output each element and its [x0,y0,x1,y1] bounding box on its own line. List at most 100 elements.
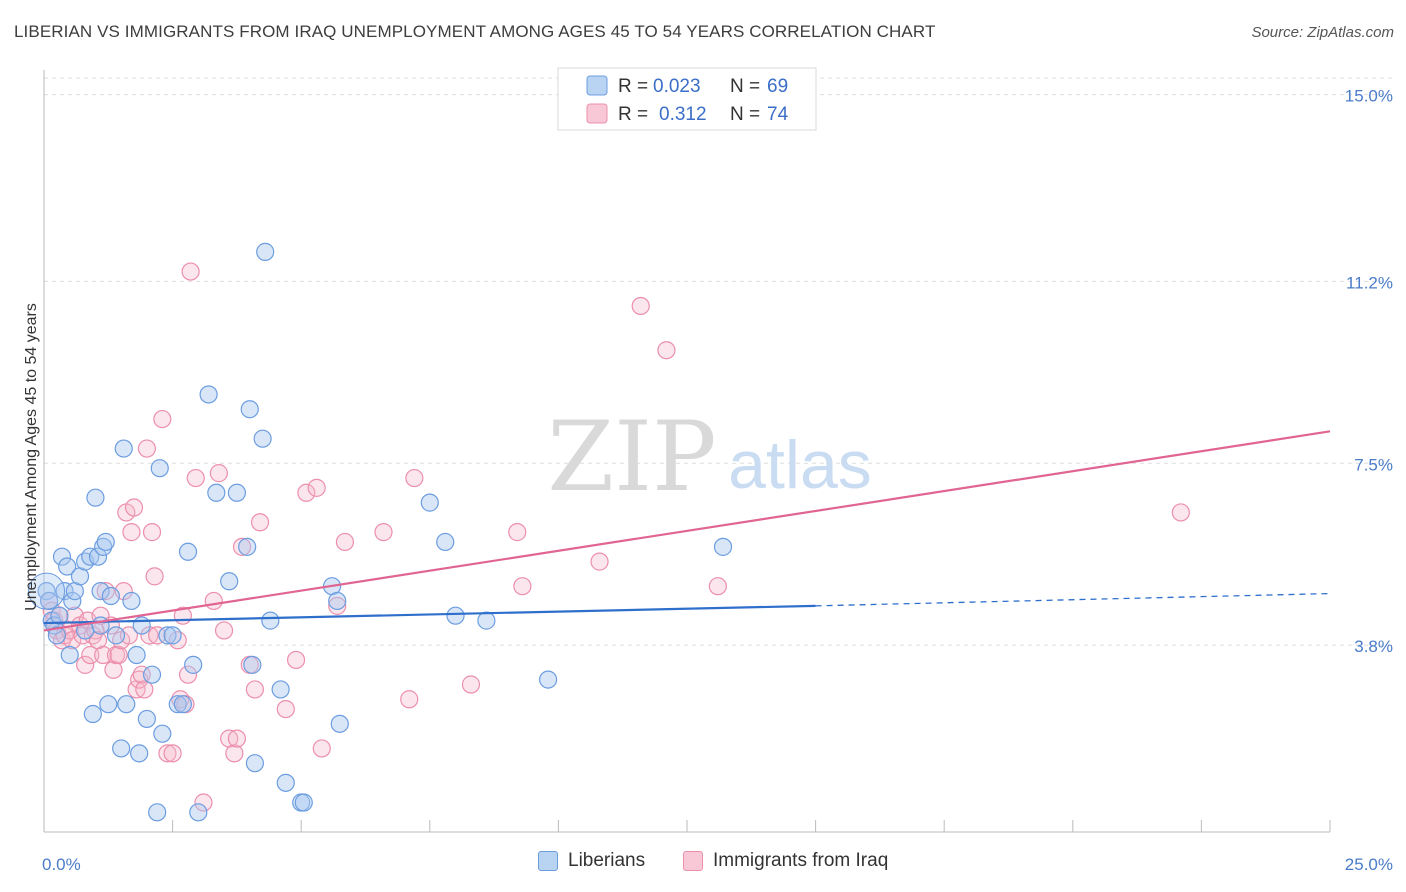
iraq-point [81,645,100,665]
series-liberians-points [28,242,733,822]
iraq-point [171,690,190,709]
liberians-point [163,626,182,645]
liberians-trend-extension [815,592,1331,607]
liberians-trend-line [43,604,816,625]
liberians-point [99,695,118,714]
legend-r-value-2: 0.312 [659,104,707,125]
liberians-point [227,483,246,502]
liberians-point [150,459,169,478]
iraq-point [145,567,164,586]
iraq-point [122,523,141,542]
iraq-point [194,793,213,812]
iraq-point [245,680,265,699]
liberians-point [238,537,257,556]
tick-labels: 3.8% 7.5% 11.2% 15.0% 0.0% 25.0% [42,87,1393,874]
iraq-point [307,478,326,497]
iraq-point [631,296,650,316]
iraq-point [405,468,424,488]
liberians-point [446,606,465,625]
legend-label-iraq: Immigrants from Iraq [713,850,889,871]
liberians-point [199,385,218,404]
iraq-point [109,645,128,665]
grid [44,77,1392,646]
y-tick-label: 7.5% [1354,455,1393,474]
liberians-point [243,655,262,674]
liberians-point [83,704,102,724]
liberians-point [256,242,275,261]
liberians-point [86,488,105,507]
liberians-point [132,616,151,635]
liberians-point [91,582,110,601]
iraq-point [657,341,676,360]
iraq-point [140,626,159,645]
liberians-point [240,400,259,419]
legend-label-liberians: Liberians [568,850,646,871]
liberians-point-large [28,572,66,610]
liberians-point [60,645,79,665]
liberians-point [47,626,66,645]
watermark-atlas: atlas [728,427,872,503]
iraq-swatch [683,851,703,871]
iraq-point [227,729,246,748]
iraq-point [163,744,182,763]
liberians-point [173,695,192,714]
legend-item-iraq[interactable]: Immigrants from Iraq [683,850,888,872]
liberians-point [330,714,349,733]
iraq-point [132,665,151,684]
liberians-point [436,532,455,552]
legend-n-value-2: 74 [767,104,789,125]
liberians-point [91,616,110,635]
x-tick-label-min: 0.0% [42,855,81,874]
liberians-point [40,591,59,611]
liberians-point [245,754,265,773]
legend-swatch-liberians [586,75,608,96]
liberians-point [114,439,133,458]
liberians-point [158,626,177,645]
liberians-point [294,793,313,812]
chart-title: LIBERIAN VS IMMIGRANTS FROM IRAQ UNEMPLO… [14,22,936,41]
correlation-legend: R = 0.023 N = 69 R = 0.312 N = 74 [557,67,817,131]
liberians-point [52,547,72,566]
legend-swatch-iraq [586,103,608,124]
series-iraq-points [40,262,1190,812]
iraq-point [158,744,177,763]
iraq-point [96,582,115,601]
iraq-point [52,631,72,650]
iraq-point [328,596,347,615]
legend-item-liberians[interactable]: Liberians [538,850,645,872]
iraq-point [214,621,234,640]
liberians-point [328,591,347,611]
liberians-point [713,537,733,556]
legend-n-label-2: N = [730,104,760,125]
liberians-point [94,537,113,556]
source-label: Source: ZipAtlas.com [1251,24,1394,41]
liberians-point [220,572,239,591]
liberians-point [184,655,203,674]
iraq-point [204,591,223,611]
iraq-point [119,626,138,645]
iraq-point [508,523,527,542]
liberians-point [130,744,149,763]
watermark: ZIP atlas [547,401,871,513]
liberians-point [276,773,295,792]
y-tick-label: 3.8% [1354,637,1393,656]
liberians-point [153,724,172,743]
iraq-point [178,665,198,684]
iraq-point [335,532,355,552]
series-legend: Liberians Immigrants from Iraq [0,850,1406,880]
liberians-point [88,547,108,566]
liberians-point [127,645,146,665]
liberians-point [81,547,100,566]
liberians-point [137,709,156,729]
legend-n-value-1: 69 [767,76,788,97]
iraq-point [168,631,187,650]
iraq-point [209,464,228,483]
iraq-point [590,552,609,571]
iraq-point [513,577,532,596]
liberians-point [477,611,496,630]
liberians-point [253,429,272,448]
iraq-point [181,262,200,281]
liberians-point [58,557,77,576]
liberians-point [142,665,162,684]
